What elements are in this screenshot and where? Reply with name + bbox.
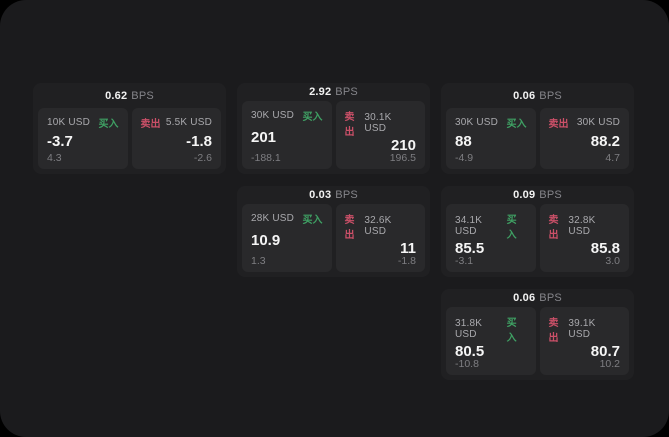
sell-quote-tile[interactable]: 卖出 5.5K USD -1.8 -2.6 bbox=[131, 108, 221, 169]
bps-value: 2.92 bbox=[309, 85, 332, 98]
card-header: 0.06 BPS bbox=[441, 289, 634, 307]
bps-value: 0.03 bbox=[309, 188, 332, 201]
quote-panels: 30K USD 买入 201 -188.1 卖出 30.1K USD 210 1… bbox=[237, 100, 430, 175]
buy-amount: 30K USD bbox=[251, 109, 295, 121]
bps-value: 0.62 bbox=[105, 89, 128, 102]
buy-change: -3.1 bbox=[455, 254, 474, 267]
buy-price: 85.5 bbox=[455, 239, 485, 257]
sell-price: 88.2 bbox=[590, 132, 620, 150]
sell-quote-tile[interactable]: 卖出 30K USD 88.2 4.7 bbox=[539, 108, 629, 169]
quote-card: 0.62 BPS 10K USD 买入 -3.7 4.3 卖出 5.5K USD… bbox=[33, 83, 226, 174]
card-header: 0.09 BPS bbox=[441, 186, 634, 204]
cards-grid: 0.62 BPS 10K USD 买入 -3.7 4.3 卖出 5.5K USD… bbox=[33, 83, 634, 380]
sell-side-label: 卖出 bbox=[344, 111, 355, 138]
buy-amount: 10K USD bbox=[47, 117, 91, 128]
bps-value: 0.09 bbox=[513, 188, 536, 201]
buy-change: -10.8 bbox=[455, 357, 479, 370]
sell-side-label: 卖出 bbox=[548, 317, 559, 344]
buy-price: 80.5 bbox=[455, 342, 485, 360]
bps-unit-label: BPS bbox=[539, 89, 562, 102]
buy-quote-tile[interactable]: 30K USD 买入 201 -188.1 bbox=[242, 100, 332, 169]
buy-amount: 28K USD bbox=[251, 212, 295, 224]
sell-quote-tile[interactable]: 卖出 32.8K USD 85.8 3.0 bbox=[539, 203, 629, 272]
sell-change: -2.6 bbox=[193, 151, 212, 164]
sell-price: 11 bbox=[400, 239, 416, 257]
bps-unit-label: BPS bbox=[335, 85, 358, 98]
buy-side-label: 买入 bbox=[506, 317, 517, 344]
bps-unit-label: BPS bbox=[539, 291, 562, 304]
card-header: 0.62 BPS bbox=[33, 83, 226, 108]
sell-change: 196.5 bbox=[389, 151, 416, 164]
quote-card: 0.09 BPS 34.1K USD 买入 85.5 -3.1 卖出 32.8K… bbox=[441, 186, 634, 277]
sell-side-label: 卖出 bbox=[548, 214, 559, 241]
buy-change: 4.3 bbox=[47, 151, 62, 164]
quote-card: 0.06 BPS 30K USD 买入 88 -4.9 卖出 30K USD 8… bbox=[441, 83, 634, 174]
quote-card: 0.06 BPS 31.8K USD 买入 80.5 -10.8 卖出 39.1… bbox=[441, 289, 634, 380]
buy-quote-tile[interactable]: 31.8K USD 买入 80.5 -10.8 bbox=[446, 306, 536, 375]
buy-price: -3.7 bbox=[47, 132, 73, 150]
bps-value: 0.06 bbox=[513, 291, 536, 304]
buy-amount: 31.8K USD bbox=[455, 317, 483, 340]
buy-price: 88 bbox=[455, 132, 472, 150]
sell-amount: 39.1K USD bbox=[568, 317, 596, 340]
sell-change: -1.8 bbox=[397, 254, 416, 267]
quote-panels: 10K USD 买入 -3.7 4.3 卖出 5.5K USD -1.8 -2.… bbox=[33, 108, 226, 174]
sell-change: 10.2 bbox=[599, 357, 620, 370]
card-header: 0.06 BPS bbox=[441, 83, 634, 108]
quote-card: 2.92 BPS 30K USD 买入 201 -188.1 卖出 30.1K … bbox=[237, 83, 430, 174]
buy-side-label: 买入 bbox=[302, 214, 323, 226]
buy-quote-tile[interactable]: 10K USD 买入 -3.7 4.3 bbox=[38, 108, 128, 169]
sell-price: -1.8 bbox=[186, 132, 212, 150]
quote-card: 0.03 BPS 28K USD 买入 10.9 1.3 卖出 32.6K US… bbox=[237, 186, 430, 277]
sell-amount: 5.5K USD bbox=[165, 117, 212, 128]
bps-unit-label: BPS bbox=[539, 188, 562, 201]
bps-value: 0.06 bbox=[513, 89, 536, 102]
buy-side-label: 买入 bbox=[98, 119, 119, 130]
card-header: 0.03 BPS bbox=[237, 186, 430, 204]
buy-quote-tile[interactable]: 34.1K USD 买入 85.5 -3.1 bbox=[446, 203, 536, 272]
quote-panels: 30K USD 买入 88 -4.9 卖出 30K USD 88.2 4.7 bbox=[441, 108, 634, 174]
sell-amount: 32.6K USD bbox=[364, 214, 392, 237]
buy-side-label: 买入 bbox=[302, 111, 323, 123]
sell-change: 4.7 bbox=[605, 151, 620, 164]
sell-price: 80.7 bbox=[590, 342, 620, 360]
quote-panels: 28K USD 买入 10.9 1.3 卖出 32.6K USD 11 -1.8 bbox=[237, 203, 430, 278]
quote-panels: 34.1K USD 买入 85.5 -3.1 卖出 32.8K USD 85.8… bbox=[441, 203, 634, 278]
sell-side-label: 卖出 bbox=[344, 214, 355, 241]
buy-side-label: 买入 bbox=[506, 119, 527, 130]
buy-change: 1.3 bbox=[251, 254, 266, 267]
buy-side-label: 买入 bbox=[506, 214, 517, 241]
sell-amount: 32.8K USD bbox=[568, 214, 596, 237]
buy-quote-tile[interactable]: 28K USD 买入 10.9 1.3 bbox=[242, 203, 332, 272]
sell-change: 3.0 bbox=[605, 254, 620, 267]
sell-amount: 30K USD bbox=[576, 117, 620, 128]
quote-panels: 31.8K USD 买入 80.5 -10.8 卖出 39.1K USD 80.… bbox=[441, 306, 634, 381]
sell-quote-tile[interactable]: 卖出 32.6K USD 11 -1.8 bbox=[335, 203, 425, 272]
sell-price: 210 bbox=[390, 136, 416, 154]
bps-unit-label: BPS bbox=[335, 188, 358, 201]
sell-side-label: 卖出 bbox=[548, 119, 569, 130]
sell-amount: 30.1K USD bbox=[364, 111, 392, 134]
buy-change: -188.1 bbox=[251, 151, 281, 164]
sell-price: 85.8 bbox=[590, 239, 620, 257]
bps-unit-label: BPS bbox=[131, 89, 154, 102]
buy-amount: 34.1K USD bbox=[455, 214, 483, 237]
buy-amount: 30K USD bbox=[455, 117, 499, 128]
sell-quote-tile[interactable]: 卖出 30.1K USD 210 196.5 bbox=[335, 100, 425, 169]
buy-quote-tile[interactable]: 30K USD 买入 88 -4.9 bbox=[446, 108, 536, 169]
sell-side-label: 卖出 bbox=[140, 119, 161, 130]
buy-change: -4.9 bbox=[455, 151, 474, 164]
buy-price: 10.9 bbox=[251, 232, 281, 249]
buy-price: 201 bbox=[251, 129, 277, 146]
sell-quote-tile[interactable]: 卖出 39.1K USD 80.7 10.2 bbox=[539, 306, 629, 375]
card-header: 2.92 BPS bbox=[237, 83, 430, 101]
